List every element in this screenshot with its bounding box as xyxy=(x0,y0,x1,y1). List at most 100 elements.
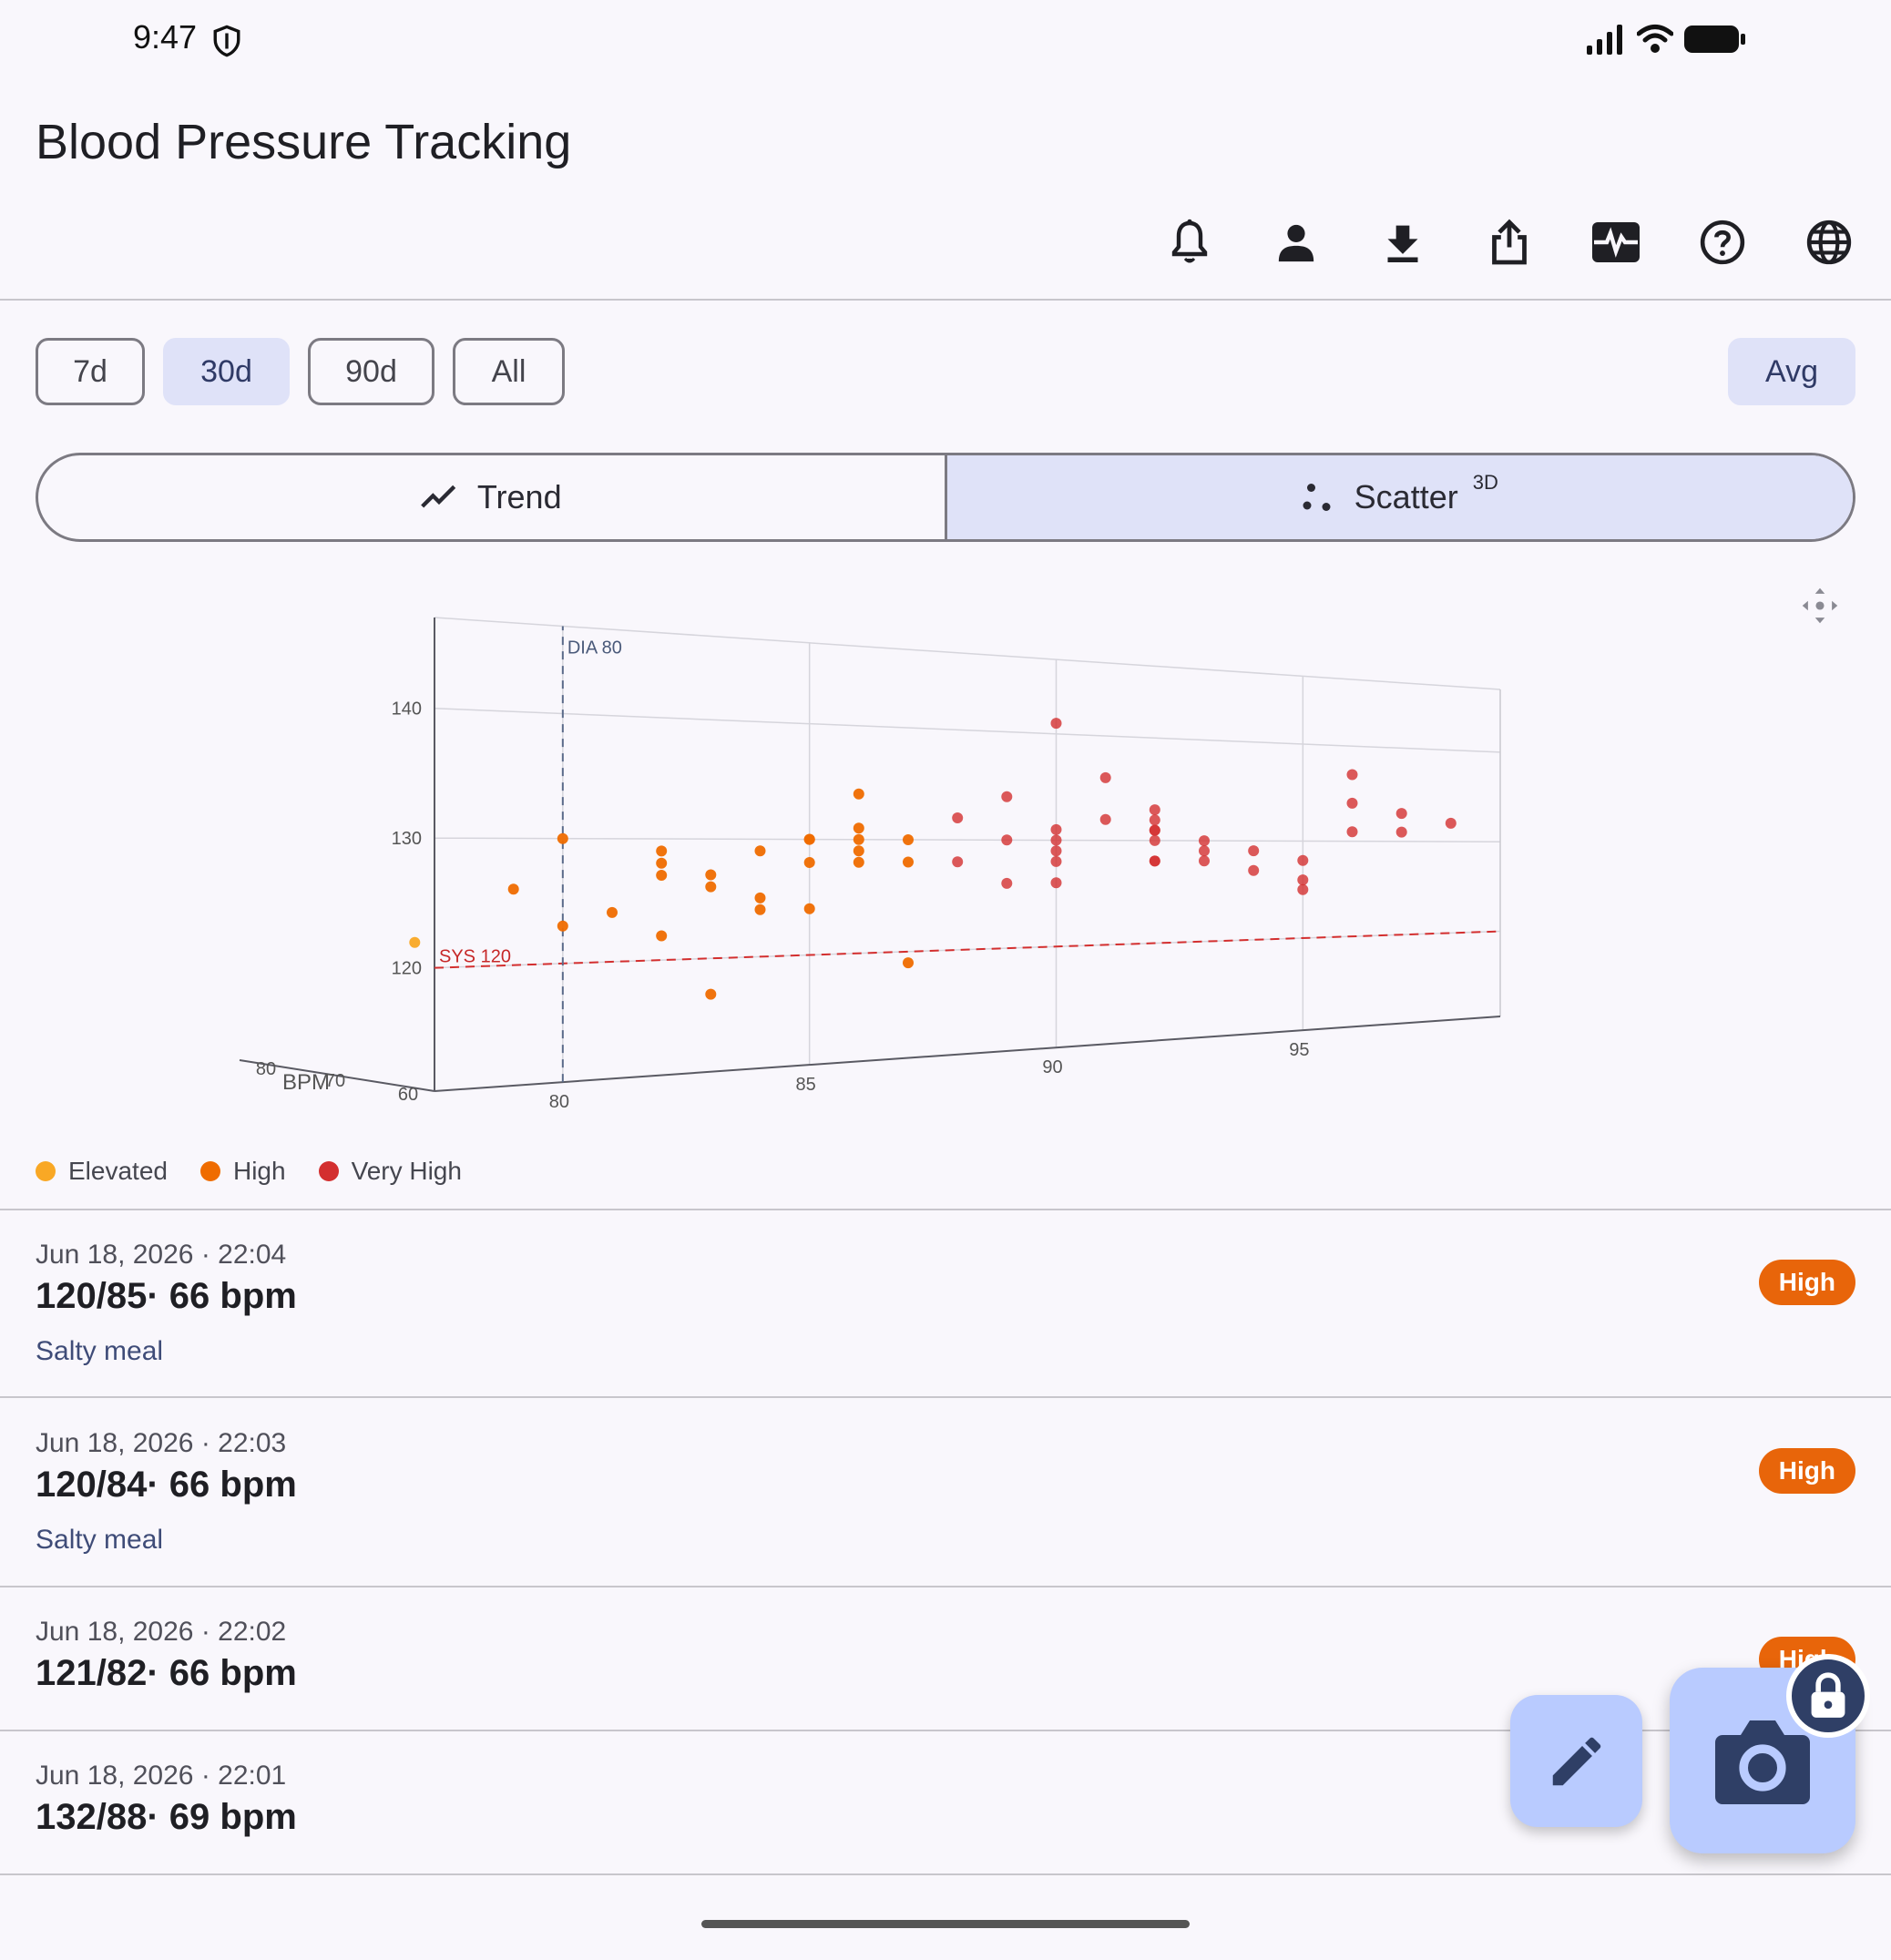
dia-reference-label: DIA 80 xyxy=(567,638,622,658)
status-time: 9:47 xyxy=(133,18,198,56)
data-point-very-high xyxy=(1050,877,1062,889)
sys-reference-label: SYS 120 xyxy=(439,947,511,967)
notifications-button[interactable] xyxy=(1153,206,1226,279)
legend-dot-high xyxy=(199,1161,220,1181)
x-tick-label: 90 xyxy=(1042,1057,1062,1077)
y-tick-label: 140 xyxy=(392,699,422,720)
legend-label-elevated: Elevated xyxy=(68,1157,168,1185)
appbar-divider xyxy=(0,299,1891,301)
trend-tab-label: Trend xyxy=(476,478,562,516)
status-badge: High xyxy=(1758,1448,1855,1494)
row-divider xyxy=(0,1586,1891,1587)
data-point-very-high xyxy=(1346,826,1358,838)
data-point-high xyxy=(705,988,717,1000)
share-button[interactable] xyxy=(1473,206,1546,279)
reading-datetime: Jun 18, 2026 · 22:04 xyxy=(36,1240,287,1270)
data-point-high xyxy=(853,845,864,857)
status-badge: High xyxy=(1758,1260,1855,1305)
download-icon xyxy=(1387,225,1418,262)
data-point-high xyxy=(557,832,568,844)
legend-item-elevated: Elevated xyxy=(36,1157,168,1186)
data-point-very-high xyxy=(1199,835,1210,847)
reading-datetime: Jun 18, 2026 · 22:01 xyxy=(36,1761,287,1791)
x-tick-label: 85 xyxy=(796,1075,816,1095)
legend-dot-very-high xyxy=(318,1161,339,1181)
data-point-very-high xyxy=(1050,855,1062,867)
globe-icon xyxy=(1806,219,1852,265)
data-point-very-high xyxy=(1050,834,1062,846)
data-point-very-high xyxy=(1149,804,1160,816)
range-chip-7d[interactable]: 7d xyxy=(36,338,145,405)
trend-tab[interactable]: Trend xyxy=(38,455,945,539)
range-chip-30d[interactable]: 30d xyxy=(163,338,290,405)
help-icon xyxy=(1700,219,1745,265)
data-point-high xyxy=(853,788,864,800)
health-monitor-button[interactable] xyxy=(1579,206,1652,279)
data-point-elevated xyxy=(409,936,421,948)
lock-badge[interactable] xyxy=(1786,1654,1870,1738)
data-point-high xyxy=(607,906,618,918)
data-point-very-high xyxy=(1346,769,1358,781)
data-point-high xyxy=(656,845,668,857)
reading-row[interactable]: Jun 18, 2026 · 22:03 120/84· 66 bpm Salt… xyxy=(0,1399,1891,1585)
wifi-icon xyxy=(1637,25,1673,53)
data-point-very-high xyxy=(1099,771,1111,783)
scatter-tab-label: Scatter xyxy=(1354,478,1458,516)
reading-datetime: Jun 18, 2026 · 22:03 xyxy=(36,1428,287,1458)
camera-icon xyxy=(1715,1720,1810,1804)
data-point-high xyxy=(705,881,717,893)
cellular-signal-icon xyxy=(1587,25,1622,55)
z-tick-label: 80 xyxy=(256,1059,276,1079)
data-point-very-high xyxy=(1149,855,1160,867)
reading-row[interactable]: Jun 18, 2026 · 22:02 121/82· 66 bpm High xyxy=(0,1587,1891,1730)
status-bar: 9:47 xyxy=(0,0,1891,82)
data-point-very-high xyxy=(1001,791,1013,802)
data-point-very-high xyxy=(1248,845,1260,857)
y-tick-label: 130 xyxy=(392,829,422,849)
data-point-very-high xyxy=(1297,854,1309,866)
reading-note: Salty meal xyxy=(36,1336,164,1366)
data-point-very-high xyxy=(1297,883,1309,895)
reading-row[interactable]: Jun 18, 2026 · 22:01 132/88· 69 bpm xyxy=(0,1731,1891,1873)
legend-item-high: High xyxy=(199,1157,286,1186)
data-point-high xyxy=(705,869,717,881)
z-axis-label: BPM xyxy=(282,1070,330,1095)
scatter-tab[interactable]: Scatter 3D xyxy=(944,455,1853,539)
data-point-very-high xyxy=(1395,808,1407,820)
range-chip-90d[interactable]: 90d xyxy=(308,338,434,405)
move-rotate-icon[interactable] xyxy=(1801,587,1839,625)
data-point-high xyxy=(656,870,668,881)
data-point-high xyxy=(656,857,668,869)
help-button[interactable] xyxy=(1686,206,1759,279)
language-button[interactable] xyxy=(1793,206,1865,279)
data-point-high xyxy=(754,903,766,915)
trend-icon xyxy=(421,485,456,508)
data-point-high xyxy=(903,856,914,868)
data-point-high xyxy=(803,857,815,868)
data-point-very-high xyxy=(1001,877,1013,889)
grid-line-y xyxy=(434,837,1501,842)
data-point-high xyxy=(507,883,519,895)
download-button[interactable] xyxy=(1366,206,1439,279)
data-point-high xyxy=(754,892,766,903)
reading-note: Salty meal xyxy=(36,1525,164,1555)
z-axis-line xyxy=(239,1059,435,1092)
reading-row[interactable]: Jun 18, 2026 · 22:04 120/85· 66 bpm Salt… xyxy=(0,1210,1891,1396)
x-tick-label: 95 xyxy=(1289,1040,1309,1060)
edit-entry-button[interactable] xyxy=(1510,1695,1642,1827)
data-point-very-high xyxy=(1099,813,1111,825)
reading-value: 120/84· 66 bpm xyxy=(36,1465,297,1505)
row-divider xyxy=(0,1730,1891,1731)
grid-line-y xyxy=(434,707,1501,753)
profile-button[interactable] xyxy=(1260,206,1333,279)
data-point-high xyxy=(853,856,864,868)
data-point-very-high xyxy=(1445,817,1457,829)
scatter-3d-chart[interactable]: 120 130 140 80 85 90 95 60 70 80 BPM SYS 120 DIA 80 xyxy=(0,546,1891,1129)
data-point-very-high xyxy=(1149,814,1160,826)
bell-icon xyxy=(1171,219,1208,263)
chart-labels: 120 130 140 80 85 90 95 60 70 80 BPM SYS 120 DIA 80 xyxy=(256,638,1310,1113)
legend-item-very-high: Very High xyxy=(318,1157,462,1186)
data-point-high xyxy=(903,834,914,845)
avg-button[interactable]: Avg xyxy=(1728,338,1855,405)
range-chip-all[interactable]: All xyxy=(453,338,565,405)
